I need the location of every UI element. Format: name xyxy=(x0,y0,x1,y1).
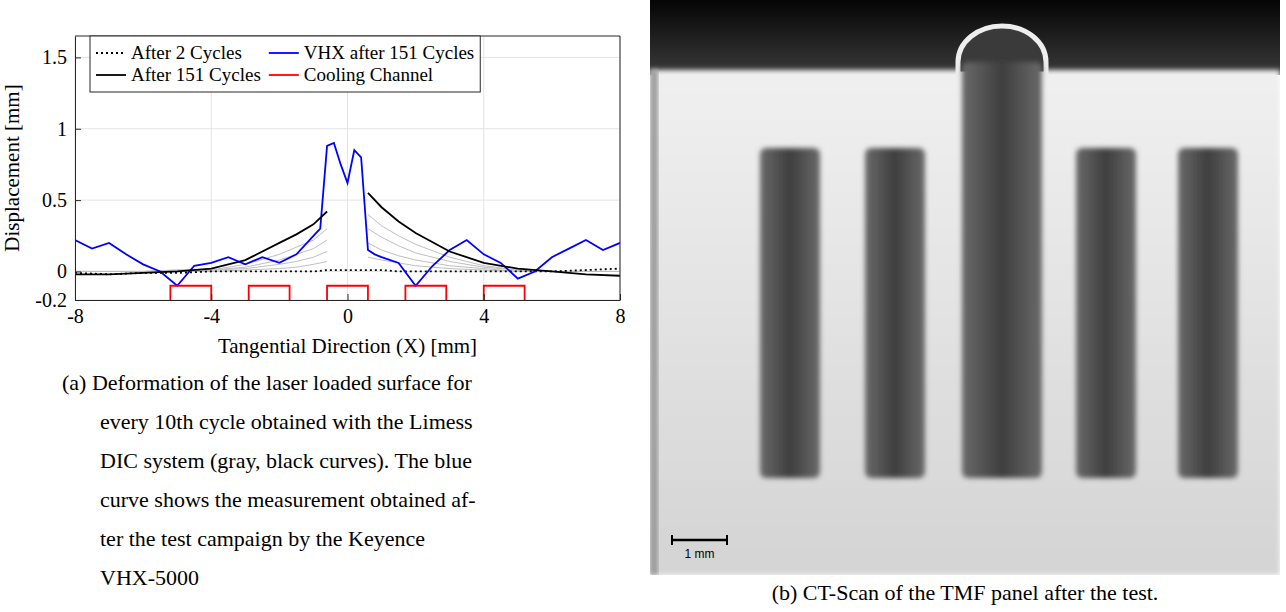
grid xyxy=(75,36,620,300)
tick-mark xyxy=(75,271,81,272)
x-axis-title: Tangential Direction (X) [mm] xyxy=(218,334,477,358)
ct-scan xyxy=(650,0,1280,575)
tick: -0.2 xyxy=(35,289,81,311)
legend-swatch xyxy=(269,74,299,76)
ct-trace xyxy=(1237,480,1239,575)
ct-band xyxy=(650,511,1280,514)
axis-line xyxy=(75,37,76,301)
series-line xyxy=(75,193,620,276)
grid-line-x xyxy=(483,36,484,300)
tick: 1 xyxy=(57,118,81,140)
ct-trace xyxy=(1177,480,1179,575)
tick: 0 xyxy=(57,260,81,282)
scale-bar-end xyxy=(726,535,728,545)
tick: 4 xyxy=(479,294,489,327)
legend-box xyxy=(90,36,480,92)
cycle-line xyxy=(75,229,620,272)
tick-mark xyxy=(75,129,81,130)
tick-label: 1.5 xyxy=(42,46,67,68)
tick: -4 xyxy=(203,294,220,327)
legend-label: Cooling Channel xyxy=(304,64,433,85)
caption-b: (b) CT-Scan of the TMF panel after the t… xyxy=(772,580,1159,605)
ct-trace xyxy=(1041,480,1043,575)
tick-mark xyxy=(348,294,349,300)
series-line xyxy=(75,143,620,286)
legend-item: After 151 Cycles xyxy=(96,64,261,85)
ct-channel xyxy=(962,62,1042,478)
x-axis: -8 -4 0 4 8 xyxy=(67,294,625,327)
ct-trace xyxy=(864,480,866,575)
axis-line xyxy=(76,300,621,301)
grid-line-x xyxy=(620,36,621,300)
caption-line: (a) Deformation of the laser loaded surf… xyxy=(62,370,473,395)
legend-label: VHX after 151 Cycles xyxy=(304,42,474,63)
ct-trace xyxy=(1135,480,1137,575)
caption-line: ter the test campaign by the Keyence xyxy=(100,526,425,551)
figure: -8 -4 0 4 8 -0.2 0 0.5 1 1.5 Tangential Direction … xyxy=(0,0,1286,612)
ct-channel xyxy=(1076,148,1136,478)
scale-bar-end xyxy=(671,535,673,545)
tick-mark xyxy=(75,200,81,201)
tick: 1.5 xyxy=(42,46,81,68)
ct-trace xyxy=(924,480,926,575)
ct-trace xyxy=(819,480,821,575)
tick-mark xyxy=(211,294,212,300)
legend-item: After 2 Cycles xyxy=(96,42,242,63)
tick-label: 0 xyxy=(343,305,353,327)
ct-trace xyxy=(759,480,761,575)
caption-line: curve shows the measurement obtained af- xyxy=(100,487,476,512)
caption-line: every 10th cycle obtained with the Limes… xyxy=(100,409,473,434)
ct-trace xyxy=(1075,480,1077,575)
legend-swatch xyxy=(269,52,299,54)
tick-mark xyxy=(484,294,485,300)
tick-label: -8 xyxy=(67,305,84,327)
caption-a: (a) Deformation of the laser loaded surf… xyxy=(62,370,476,590)
caption-line: VHX-5000 xyxy=(100,565,199,590)
cycle-line xyxy=(75,243,620,272)
cycle-line xyxy=(75,214,620,271)
tick-label: 1 xyxy=(57,118,67,140)
plot-lines xyxy=(75,143,620,300)
legend-item: Cooling Channel xyxy=(269,64,433,85)
tick: 0.5 xyxy=(42,189,81,211)
tick-mark xyxy=(75,57,81,58)
tick-label: -4 xyxy=(203,305,220,327)
tick-mark xyxy=(75,300,81,301)
ct-channel xyxy=(760,148,820,478)
legend-swatch xyxy=(96,52,126,54)
tick-label: 0 xyxy=(57,260,67,282)
ct-trace xyxy=(961,480,963,575)
caption-line: DIC system (gray, black curves). The blu… xyxy=(100,448,472,473)
legend-item: VHX after 151 Cycles xyxy=(269,42,474,63)
scale-bar-line xyxy=(672,539,727,542)
ct-channel xyxy=(1178,148,1238,478)
legend-swatch xyxy=(96,74,126,76)
tick-label: 0.5 xyxy=(42,189,67,211)
tick-label: 8 xyxy=(616,305,626,327)
legend-label: After 2 Cycles xyxy=(131,42,242,63)
tick-label: -0.2 xyxy=(35,289,67,311)
ct-channel xyxy=(865,148,925,478)
y-axis-title: Displacement [mm] xyxy=(0,84,24,251)
scale-bar: 1 mm xyxy=(672,535,727,561)
frame-right xyxy=(620,36,621,300)
grid-line-y xyxy=(75,200,620,201)
series-line xyxy=(170,286,524,300)
tick-label: 4 xyxy=(479,305,489,327)
grid-line-x xyxy=(75,36,76,300)
tick: 0 xyxy=(343,294,353,327)
legend: After 2 Cycles VHX after 151 Cycles After … xyxy=(90,36,480,92)
plot-background xyxy=(75,36,620,300)
y-axis: -0.2 0 0.5 1 1.5 xyxy=(35,37,81,311)
grid-line-y xyxy=(75,128,620,129)
legend-label: After 151 Cycles xyxy=(131,64,261,85)
scale-bar-label: 1 mm xyxy=(685,547,715,561)
ct-edge xyxy=(650,70,658,575)
